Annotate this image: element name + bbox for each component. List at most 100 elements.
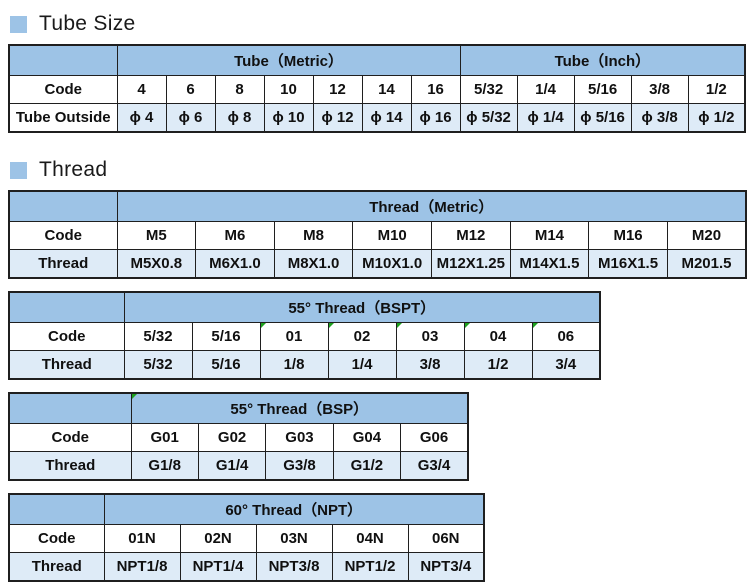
table-cell: 5/32 (123, 350, 193, 380)
table-cell: M14 (509, 221, 590, 250)
table-cell: G01 (130, 423, 199, 452)
table-cell: ϕ 1/4 (516, 103, 575, 133)
table-cell: M10 (352, 221, 432, 250)
table-cell: M5 (116, 221, 197, 250)
table-cell: M16 (588, 221, 668, 250)
section-title-tube-size: Tube Size (10, 9, 750, 39)
table-header-corner (8, 291, 125, 323)
table-cell: M5X0.8 (116, 249, 197, 279)
table-header-corner (8, 190, 118, 222)
table-cell: G3/4 (400, 451, 469, 481)
row-label-cell: Thread (8, 350, 125, 380)
table-cell: 14 (361, 75, 412, 104)
table-cell: 01 (259, 322, 329, 351)
table-cell: ϕ 8 (214, 103, 265, 133)
table-cell: 04N (331, 524, 409, 553)
table-cell: 5/16 (573, 75, 632, 104)
table-cell: G1/4 (197, 451, 267, 481)
table-cell: 1/4 (327, 350, 397, 380)
table-cell: NPT1/8 (103, 552, 181, 582)
section-bullet-icon (10, 161, 27, 179)
row-label-cell: Thread (8, 249, 118, 279)
table-cell: ϕ 6 (165, 103, 216, 133)
table-cell: 06 (531, 322, 601, 351)
table-header-group: 55° Thread（BSP） (130, 392, 469, 424)
table-cell: 12 (312, 75, 363, 104)
table-cell: G06 (400, 423, 469, 452)
table-cell: 5/32 (459, 75, 518, 104)
table-cell: M10X1.0 (352, 249, 432, 279)
table-header-group: Tube（Inch） (459, 44, 746, 76)
table-cell: 10 (263, 75, 314, 104)
table-cell: M12X1.25 (431, 249, 511, 279)
table-cell: G3/8 (265, 451, 334, 481)
table-cell: ϕ 4 (116, 103, 167, 133)
row-label-cell: Code (8, 524, 105, 553)
cell-flag-triangle-icon (533, 323, 538, 328)
table-cell: ϕ 5/32 (459, 103, 518, 133)
table-cell: 5/16 (191, 322, 261, 351)
row-label-cell: Thread (8, 552, 105, 582)
table-row: Thread M5X0.8 M6X1.0 M8X1.0 M10X1.0 M12X1.25 M… (8, 249, 747, 279)
table-cell: NPT1/2 (331, 552, 409, 582)
thread-npt-table-container: 60° Thread（NPT） Code 01N 02N 03N 04N 06N Thread… (8, 493, 750, 582)
table-cell: 04 (463, 322, 533, 351)
table-row: Code G01 G02 G03 G04 G06 (8, 423, 469, 452)
table-cell: 1/4 (516, 75, 575, 104)
tube-size-table: Tube（Metric） Tube（Inch） Code 4 6 8 10 12 14 16 5/3… (8, 44, 747, 133)
table-row: Thread NPT1/8 NPT1/4 NPT3/8 NPT1/2 NPT3/4 (8, 552, 485, 582)
cell-flag-triangle-icon (397, 323, 402, 328)
table-cell: ϕ 1/2 (687, 103, 746, 133)
table-header-group: Tube（Metric） (116, 44, 461, 76)
table-header-corner (8, 44, 118, 76)
table-row: Thread 5/32 5/16 1/8 1/4 3/8 1/2 3/4 (8, 350, 601, 380)
thread-metric-table-container: Thread（Metric） Code M5 M6 M8 M10 M12 M14 M16 M20 T… (8, 190, 750, 279)
thread-bspt-table: 55° Thread（BSPT） Code 5/32 5/16 01 02 03 04 06 Th… (8, 291, 602, 380)
table-header-row: Tube（Metric） Tube（Inch） (8, 44, 746, 76)
table-cell: 03N (255, 524, 333, 553)
table-cell: NPT3/4 (407, 552, 485, 582)
table-cell: 03 (395, 322, 465, 351)
table-header-row: Thread（Metric） (8, 190, 747, 222)
table-cell: M201.5 (666, 249, 747, 279)
thread-bsp-table: 55° Thread（BSP） Code G01 G02 G03 G04 G06 Thread… (8, 392, 470, 481)
thread-bspt-table-container: 55° Thread（BSPT） Code 5/32 5/16 01 02 03 04 06 Th… (8, 291, 750, 380)
table-cell: G1/2 (332, 451, 402, 481)
table-cell: ϕ 14 (361, 103, 412, 133)
table-row: Code 01N 02N 03N 04N 06N (8, 524, 485, 553)
table-cell: 01N (103, 524, 181, 553)
row-label-cell: Code (8, 423, 132, 452)
table-cell: 3/4 (531, 350, 601, 380)
table-cell: 4 (116, 75, 167, 104)
table-cell: ϕ 16 (410, 103, 461, 133)
table-cell: G03 (265, 423, 334, 452)
table-cell: 1/2 (687, 75, 746, 104)
thread-npt-table: 60° Thread（NPT） Code 01N 02N 03N 04N 06N Thread… (8, 493, 486, 582)
table-cell: NPT1/4 (179, 552, 257, 582)
table-cell: G04 (332, 423, 402, 452)
section-title-text: Thread (39, 158, 108, 181)
table-cell: 3/8 (630, 75, 689, 104)
row-label-cell: Code (8, 75, 118, 104)
section-title-text: Tube Size (39, 12, 136, 35)
table-header-corner (8, 392, 132, 424)
table-cell: ϕ 3/8 (630, 103, 689, 133)
table-cell: M20 (666, 221, 747, 250)
row-label-cell: Code (8, 221, 118, 250)
thread-metric-table: Thread（Metric） Code M5 M6 M8 M10 M12 M14 M16 M20 T… (8, 190, 748, 279)
table-row: Code 4 6 8 10 12 14 16 5/32 1/4 5/16 3/8 1/2 (8, 75, 746, 104)
section-bullet-icon (10, 15, 27, 33)
table-row: Code M5 M6 M8 M10 M12 M14 M16 M20 (8, 221, 747, 250)
table-row: Code 5/32 5/16 01 02 03 04 06 (8, 322, 601, 351)
table-cell: M12 (431, 221, 511, 250)
table-cell: M14X1.5 (509, 249, 590, 279)
table-header-row: 55° Thread（BSP） (8, 392, 469, 424)
cell-flag-triangle-icon (329, 323, 334, 328)
table-cell: M16X1.5 (588, 249, 668, 279)
table-cell: G1/8 (130, 451, 199, 481)
tube-size-table-container: Tube（Metric） Tube（Inch） Code 4 6 8 10 12 14 16 5/3… (8, 44, 750, 133)
table-cell: M8X1.0 (273, 249, 354, 279)
table-header-group: 55° Thread（BSPT） (123, 291, 601, 323)
cell-flag-triangle-icon (261, 323, 266, 328)
section-title-thread: Thread (10, 155, 750, 185)
